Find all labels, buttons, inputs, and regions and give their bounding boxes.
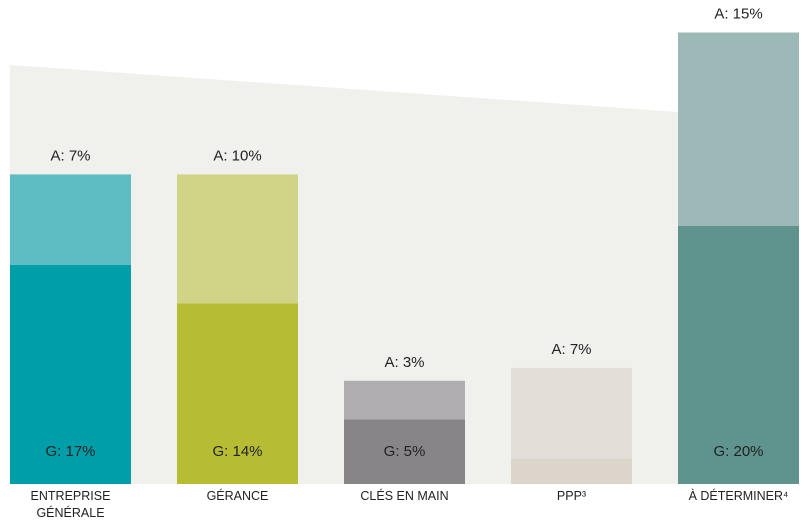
data-label: A: 7% [50,147,90,164]
data-label: A: 15% [714,5,762,22]
data-label: A: 3% [384,354,424,371]
bar-segment [344,380,465,420]
bar-segment [511,367,632,459]
bar-segment [177,174,298,304]
bar-segment [10,264,131,484]
bar-segment [678,32,799,226]
x-tick-label: ENTREPRISE GÉNÉRALE [30,489,111,520]
data-label: G: 14% [212,443,262,460]
bar-segment [177,303,298,484]
x-tick-label: PPP³ [556,489,587,503]
bar-segment [511,458,632,484]
bar-segment [344,419,465,484]
x-tick-label: À DÉTERMINER⁴ [688,489,789,503]
data-label: G: 17% [45,443,95,460]
data-label: G: 20% [713,443,763,460]
data-label: G: 5% [384,443,426,460]
x-tick-label: CLÉS EN MAIN [360,489,449,503]
x-tick-label: GÉRANCE [206,489,269,503]
data-label: A: 10% [213,147,261,164]
data-label: A: 7% [551,341,591,358]
bar-segment [10,174,131,265]
bar-segment [678,226,799,484]
